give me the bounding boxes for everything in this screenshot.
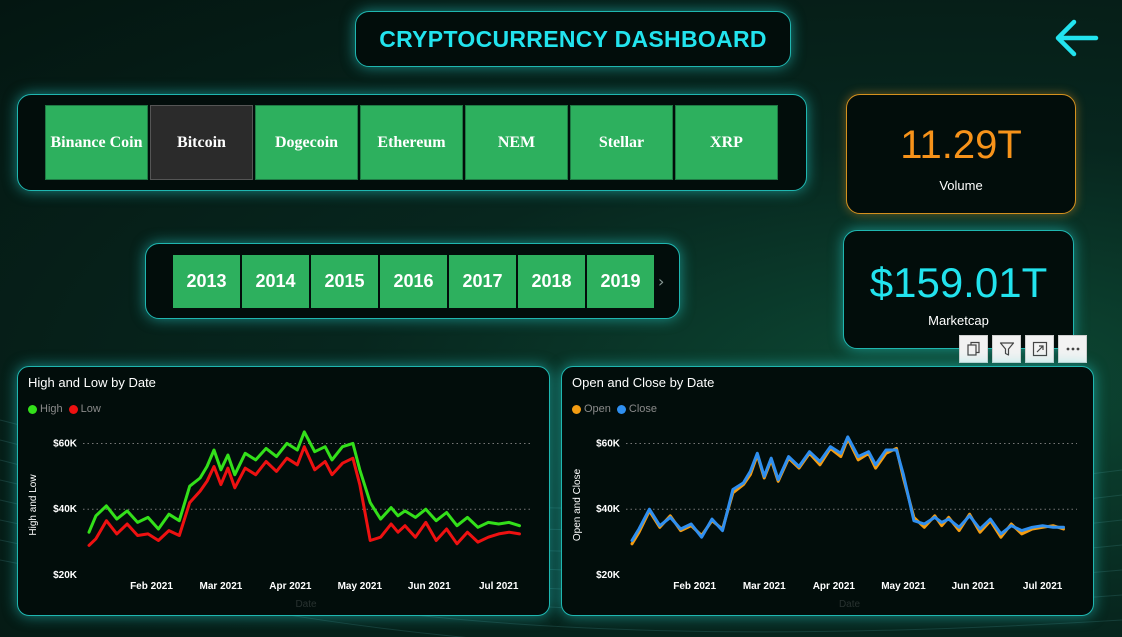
x-tick-label: Jul 2021 xyxy=(479,581,519,592)
coin-label: XRP xyxy=(710,133,743,151)
chart-title: Open and Close by Date xyxy=(572,375,715,390)
chevron-right-icon[interactable]: › xyxy=(658,272,665,291)
legend-label: Low xyxy=(80,403,101,415)
coin-label: Dogecoin xyxy=(274,133,339,151)
marketcap-label: Marketcap xyxy=(928,313,989,328)
legend-dot xyxy=(572,404,581,414)
coin-button-bitcoin[interactable]: Bitcoin xyxy=(150,105,253,180)
high-low-chart-svg: $20K $40K $60K Feb 2021 Mar 2021 Apr 2021 May … xyxy=(28,430,533,610)
y-tick-label: $60K xyxy=(596,438,621,449)
year-button-2013[interactable]: 2013 xyxy=(173,255,240,308)
x-tick-label: Feb 2021 xyxy=(673,581,716,592)
legend-label: Open xyxy=(584,403,611,415)
coin-button-xrp[interactable]: XRP xyxy=(675,105,778,180)
series-line-low xyxy=(87,445,521,547)
legend-dot xyxy=(28,404,37,414)
volume-label: Volume xyxy=(939,178,983,193)
series-line-close xyxy=(630,435,1065,542)
marketcap-value: $159.01T xyxy=(869,259,1048,306)
focus-mode-icon[interactable] xyxy=(1025,335,1054,363)
year-button-2015[interactable]: 2015 xyxy=(311,255,378,308)
year-button-2019[interactable]: 2019 xyxy=(587,255,654,308)
coin-label: NEM xyxy=(497,133,536,151)
filter-icon[interactable] xyxy=(992,335,1021,363)
year-button-2016[interactable]: 2016 xyxy=(380,255,447,308)
y-tick-label: $40K xyxy=(596,504,621,515)
year-slicer: 2013 2014 2015 2016 2017 2018 2019 › xyxy=(145,243,680,319)
page-title: CRYPTOCURRENCY DASHBOARD xyxy=(379,25,767,52)
chart-legend: Open Close xyxy=(572,403,657,415)
arrow-left-icon[interactable] xyxy=(1052,14,1100,62)
legend-item-close[interactable]: Close xyxy=(616,403,658,415)
x-tick-label: May 2021 xyxy=(881,581,926,592)
x-axis-label: Date xyxy=(295,599,317,610)
y-axis-label: High and Low xyxy=(28,474,39,536)
legend-label: Close xyxy=(628,403,658,415)
x-tick-label: Mar 2021 xyxy=(743,581,786,592)
visual-header-toolbar xyxy=(959,335,1087,363)
y-tick-label: $40K xyxy=(53,504,78,515)
x-tick-label: Jun 2021 xyxy=(408,581,451,592)
coin-label: Stellar xyxy=(598,133,645,151)
year-button-2018[interactable]: 2018 xyxy=(518,255,585,308)
x-tick-label: Mar 2021 xyxy=(200,581,243,592)
legend-item-open[interactable]: Open xyxy=(572,403,611,415)
coin-label: Binance Coin xyxy=(50,133,143,151)
volume-card: 11.29T Volume xyxy=(846,94,1076,214)
x-tick-label: Apr 2021 xyxy=(813,581,856,592)
x-tick-label: Jun 2021 xyxy=(952,581,995,592)
x-tick-label: Jul 2021 xyxy=(1023,581,1063,592)
chart-title: High and Low by Date xyxy=(28,375,156,390)
x-axis-label: Date xyxy=(839,599,861,610)
y-tick-label: $20K xyxy=(53,570,78,581)
series-line-high xyxy=(87,430,521,534)
more-options-icon[interactable] xyxy=(1058,335,1087,363)
coin-button-nem[interactable]: NEM xyxy=(465,105,568,180)
high-low-chart: $20K $40K $60K Feb 2021 Mar 2021 Apr 2021 May … xyxy=(17,366,550,616)
coin-button-stellar[interactable]: Stellar xyxy=(570,105,673,180)
series-line-open xyxy=(630,437,1065,546)
coin-label: Ethereum xyxy=(377,133,446,151)
x-tick-label: Apr 2021 xyxy=(269,581,312,592)
year-button-2014[interactable]: 2014 xyxy=(242,255,309,308)
y-axis-label: Open and Close xyxy=(572,468,583,541)
legend-item-high[interactable]: High xyxy=(28,403,63,415)
x-tick-label: Feb 2021 xyxy=(130,581,173,592)
legend-item-low[interactable]: Low xyxy=(68,403,101,415)
coin-button-dogecoin[interactable]: Dogecoin xyxy=(255,105,358,180)
open-close-chart: $20K $40K $60K Feb 2021 Mar 2021 Apr 2021 May … xyxy=(561,366,1094,616)
coin-label: Bitcoin xyxy=(177,133,226,151)
legend-dot xyxy=(616,404,626,414)
legend-dot xyxy=(68,404,78,414)
marketcap-card: $159.01T Marketcap xyxy=(843,230,1074,349)
x-tick-label: May 2021 xyxy=(338,581,383,592)
open-close-chart-svg: $20K $40K $60K Feb 2021 Mar 2021 Apr 2021 May … xyxy=(572,435,1077,610)
chart-legend: High Low xyxy=(28,403,101,415)
coin-slicer: Binance Coin Bitcoin Dogecoin Ethereum N… xyxy=(17,94,807,191)
volume-value: 11.29T xyxy=(900,123,1022,167)
y-tick-label: $20K xyxy=(596,570,621,581)
y-tick-label: $60K xyxy=(53,438,78,449)
coin-button-ethereum[interactable]: Ethereum xyxy=(360,105,463,180)
year-button-2017[interactable]: 2017 xyxy=(449,255,516,308)
copy-icon[interactable] xyxy=(959,335,988,363)
coin-button-binance-coin[interactable]: Binance Coin xyxy=(45,105,148,180)
legend-label: High xyxy=(40,403,63,415)
dashboard-title-box: CRYPTOCURRENCY DASHBOARD xyxy=(355,11,791,67)
